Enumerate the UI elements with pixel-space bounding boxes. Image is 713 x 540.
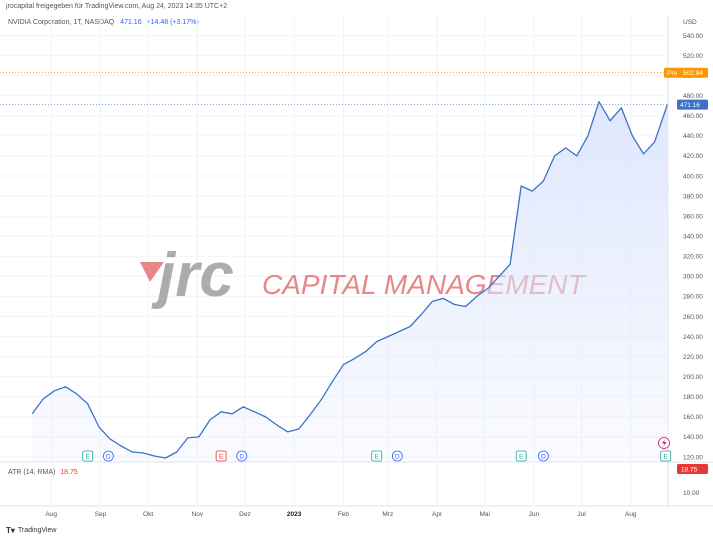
earnings-marker-label: E [86,453,91,460]
price-tick-label: 540.00 [683,33,703,40]
time-tick-label: Jul [577,511,586,518]
pre-badge-value: 502.94 [683,70,703,77]
price-tick-label: 440.00 [683,133,703,140]
pre-badge-label: Pre [667,70,678,77]
atr-label: ATR (14, RMA) [8,469,56,476]
time-tick-label: Jun [529,511,540,518]
dividend-marker-label: D [395,453,400,460]
time-tick-label: Apr [432,511,443,518]
price-tick-label: 180.00 [683,394,703,401]
dividend-marker-label: D [239,453,244,460]
earnings-marker-label: E [375,453,380,460]
price-tick-label: 320.00 [683,254,703,261]
earnings-marker [515,450,527,462]
symbol-legend[interactable]: NVIDIA Corporation, 1T, NASDAQ 471.16 +1… [8,19,199,26]
time-tick-label: Nov [192,511,204,518]
price-series [31,101,668,462]
time-tick-label: Dez [239,511,251,518]
time-tick-label: Sep [95,511,107,518]
price-tick-label: 420.00 [683,153,703,160]
price-axis[interactable]: 540.00520.00500.00480.00460.00440.00420.… [683,33,703,462]
footer-brand: TradingView [17,527,57,534]
earnings-marker [371,450,383,462]
atr-axis-tick: 10.00 [683,490,700,497]
price-tick-label: 220.00 [683,354,703,361]
legend-last-price: 471.16 [120,19,142,26]
price-line [31,101,668,459]
price-tick-label: 360.00 [683,213,703,220]
price-tick-label: 400.00 [683,173,703,180]
dividend-marker-label: D [541,453,546,460]
last-price-badge: 471.16 [677,99,708,110]
price-tick-label: 240.00 [683,334,703,341]
price-tick-label: 300.00 [683,274,703,281]
dividend-marker [538,450,549,462]
time-tick-label: Aug [625,511,637,518]
dividend-marker [236,450,248,462]
price-tick-label: 140.00 [683,434,703,441]
earnings-marker-label: E [519,453,524,460]
dividend-marker [102,450,114,462]
dividend-marker-label: D [106,453,111,460]
watermark-logo-mark [140,262,164,282]
price-tick-label: 340.00 [683,234,703,241]
currency-label: USD [683,19,697,26]
earnings-marker-label: E [664,453,669,460]
lightning-icon[interactable] [658,437,670,449]
time-tick-label: Mrz [382,511,393,518]
watermark-logo: jrc [151,241,234,310]
last-badge-value: 471.16 [680,102,700,109]
time-tick-label: Mai [479,511,489,518]
price-tick-label: 120.00 [683,454,703,461]
earnings-marker-label: E [219,453,224,460]
legend-change: +14.48 (+3.17%) [146,19,199,26]
symbol-name: NVIDIA Corporation, 1T, NASDAQ [8,19,115,26]
publisher-line: jrocapital freigegeben für TradingView.c… [6,3,228,10]
earnings-marker [660,450,672,462]
dividend-marker [391,450,403,462]
earnings-marker [215,450,227,462]
time-tick-label: Okt [143,511,153,518]
atr-legend[interactable]: ATR (14, RMA) 18.75 [8,469,78,476]
price-tick-label: 460.00 [683,113,703,120]
price-tick-label: 260.00 [683,314,703,321]
atr-badge: 18.75 [677,464,708,474]
price-area-fill [32,101,668,462]
price-tick-label: 380.00 [683,193,703,200]
atr-badge-value: 18.75 [681,467,698,474]
time-tick-label: Aug [45,511,57,518]
pre-market-badge: Pre 502.94 [664,67,708,78]
price-tick-label: 480.00 [683,93,703,100]
tradingview-logo-icon: T▾ [6,526,15,535]
price-tick-label: 280.00 [683,294,703,301]
atr-value: 18.75 [60,469,78,476]
footer[interactable]: T▾ TradingView [6,526,56,535]
earnings-marker [82,450,94,462]
time-tick-label: Feb [338,511,350,518]
price-tick-label: 200.00 [683,374,703,381]
time-tick-label: 2023 [287,511,302,518]
price-tick-label: 520.00 [683,53,703,60]
price-tick-label: 160.00 [683,414,703,421]
time-axis[interactable]: Aug Sep Okt Nov Dez 2023 Feb Mrz Apr Mai Jun Jul Aug [45,511,637,518]
